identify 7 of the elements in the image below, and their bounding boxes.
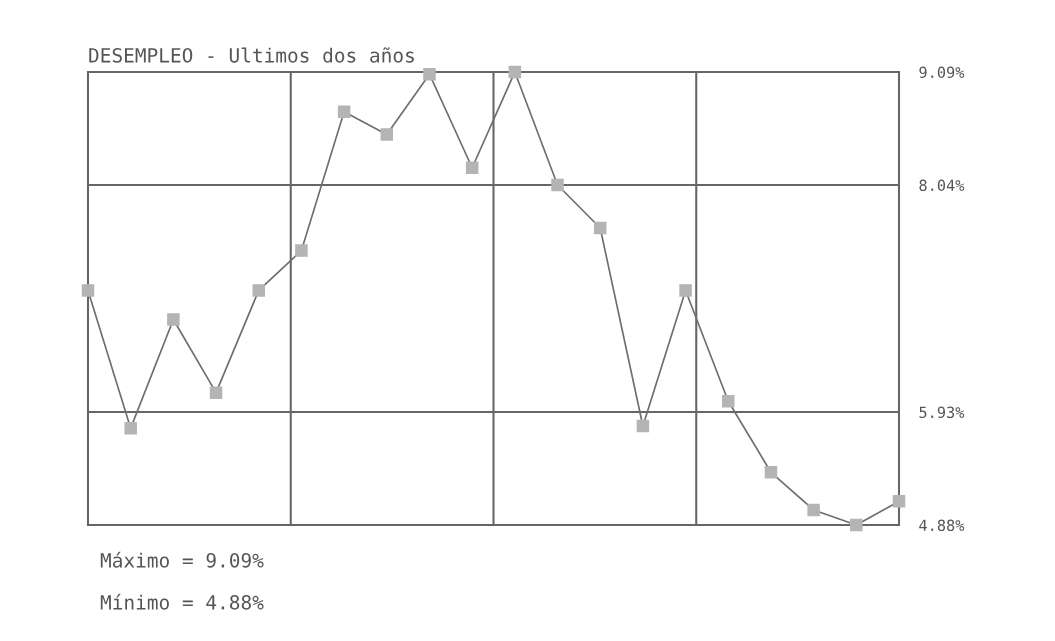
y-tick-label: 4.88% bbox=[919, 519, 965, 532]
y-tick-label: 8.04% bbox=[919, 179, 965, 192]
text: Máximo = 9.09% bbox=[100, 551, 264, 568]
text: Mínimo = 4.88% bbox=[100, 593, 264, 610]
y-tick-label: 5.93% bbox=[919, 406, 965, 419]
y-tick-label: 9.09% bbox=[919, 66, 965, 79]
chart-title: DESEMPLEO - Ultimos dos años bbox=[89, 47, 414, 63]
